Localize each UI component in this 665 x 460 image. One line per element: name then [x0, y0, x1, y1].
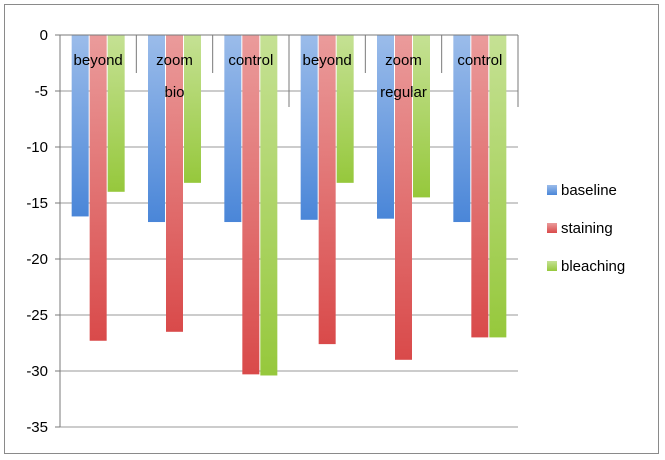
category-label: zoom regular [380, 52, 427, 101]
bar-baseline-6 [453, 35, 471, 223]
category-label: beyond [303, 52, 352, 69]
y-tick-label: -20 [26, 251, 48, 268]
bar-bleaching-1 [107, 35, 125, 192]
bar-baseline-4 [300, 35, 318, 220]
legend-swatch-bleaching [547, 261, 557, 271]
category-label: control [457, 52, 502, 69]
bars [71, 35, 507, 376]
y-tick-label: -25 [26, 307, 48, 324]
legend-label-bleaching: bleaching [561, 258, 625, 275]
bar-baseline-2 [148, 35, 165, 223]
legend: baseline staining bleaching [547, 182, 625, 275]
bar-baseline-5 [377, 35, 394, 219]
y-tick-label: -15 [26, 195, 48, 212]
bar-staining-3 [242, 35, 260, 375]
category-label: zoom bio [156, 52, 193, 101]
bar-bleaching-5 [413, 35, 430, 198]
bar-bleaching-4 [336, 35, 354, 183]
category-label: control [228, 52, 273, 69]
bar-staining-5 [395, 35, 412, 360]
bar-staining-1 [89, 35, 107, 341]
bar-bleaching-3 [260, 35, 278, 376]
y-tick-label: 0 [40, 27, 48, 44]
bar-staining-6 [471, 35, 489, 338]
axes [55, 34, 519, 428]
y-tick-labels: 0 -5 -10 -15 -20 -25 -30 -35 [26, 27, 48, 436]
bar-baseline-3 [224, 35, 242, 223]
y-tick-label: -35 [26, 419, 48, 436]
legend-swatch-baseline [547, 185, 557, 195]
category-label: beyond [74, 52, 123, 69]
bar-bleaching-2 [184, 35, 201, 183]
bar-bleaching-6 [489, 35, 507, 338]
bar-baseline-1 [71, 35, 89, 217]
category-labels: beyond zoom bio control beyond zoom regular con… [74, 52, 503, 101]
legend-label-baseline: baseline [561, 182, 617, 199]
bar-staining-2 [166, 35, 183, 332]
y-tick-label: -30 [26, 363, 48, 380]
y-tick-label: -5 [35, 83, 48, 100]
y-tick-label: -10 [26, 139, 48, 156]
legend-swatch-staining [547, 223, 557, 233]
bar-staining-4 [318, 35, 336, 345]
legend-label-staining: staining [561, 220, 613, 237]
